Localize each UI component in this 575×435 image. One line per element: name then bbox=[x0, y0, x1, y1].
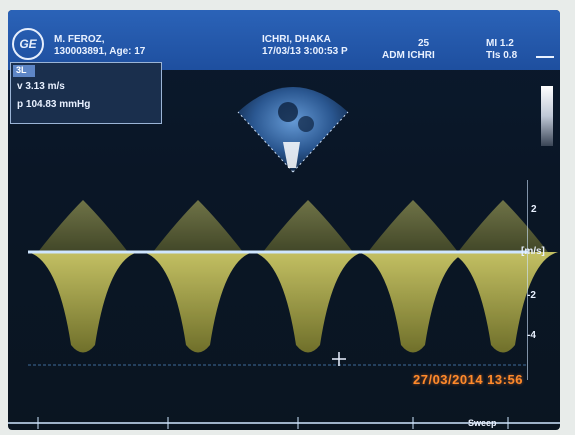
forward-flow-envelope bbox=[38, 200, 128, 252]
scale-axis bbox=[527, 180, 528, 380]
patient-name: M. FEROZ, bbox=[54, 34, 105, 45]
pressure-readout: p 104.83 mmHg bbox=[17, 99, 91, 110]
thermal-index: TIs 0.8 bbox=[486, 50, 518, 61]
sample-gate bbox=[283, 142, 300, 168]
sector-image bbox=[237, 87, 349, 173]
tick-label: -4 bbox=[527, 330, 536, 341]
reverse-flow-envelope bbox=[253, 252, 363, 353]
reverse-flow-envelope bbox=[143, 252, 253, 353]
frame-number: 25 bbox=[418, 38, 430, 49]
mechanical-index: MI 1.2 bbox=[486, 38, 514, 49]
reverse-flow-envelope bbox=[448, 252, 558, 353]
timestamp: 27/03/2014 13:56 bbox=[413, 372, 523, 387]
forward-flow-envelope bbox=[458, 200, 548, 252]
header-bar: GE M. FEROZ, 130003891, Age: 17 ICHRI, D… bbox=[8, 10, 560, 70]
reverse-flow-envelope bbox=[358, 252, 468, 353]
forward-flow-envelope bbox=[153, 200, 243, 252]
velocity-waveforms bbox=[28, 200, 558, 353]
sweep-label: Sweep bbox=[468, 418, 497, 428]
ultrasound-screen: GE M. FEROZ, 130003891, Age: 17 ICHRI, D… bbox=[8, 10, 560, 430]
scale-unit: [m/s] bbox=[521, 246, 545, 257]
sweep-axis bbox=[8, 417, 560, 429]
patient-id-age: 130003891, Age: 17 bbox=[54, 46, 146, 57]
forward-flow-envelope bbox=[263, 200, 353, 252]
tick-label: -2 bbox=[527, 290, 536, 301]
sector-fan bbox=[238, 87, 348, 172]
institution: ICHRI, DHAKA bbox=[262, 34, 331, 45]
tick-label: 2 bbox=[531, 204, 537, 215]
doppler-spectrum bbox=[28, 200, 558, 366]
operator: ADM ICHRI bbox=[382, 50, 435, 61]
velocity-scale: 2 [m/s] -2 -4 bbox=[513, 180, 553, 380]
exam-datetime: 17/03/13 3:00:53 P bbox=[262, 46, 348, 57]
crosshair-icon bbox=[332, 352, 346, 366]
ge-logo: GE bbox=[12, 28, 44, 60]
velocity-readout: v 3.13 m/s bbox=[17, 81, 65, 92]
measurement-box: 3L v 3.13 m/s p 104.83 mmHg bbox=[10, 62, 162, 124]
orientation-marker bbox=[536, 56, 554, 58]
gray-scale-bar bbox=[541, 86, 553, 146]
measurement-tab: 3L bbox=[13, 65, 35, 77]
reverse-flow-envelope bbox=[28, 252, 138, 353]
forward-flow-envelope bbox=[368, 200, 458, 252]
